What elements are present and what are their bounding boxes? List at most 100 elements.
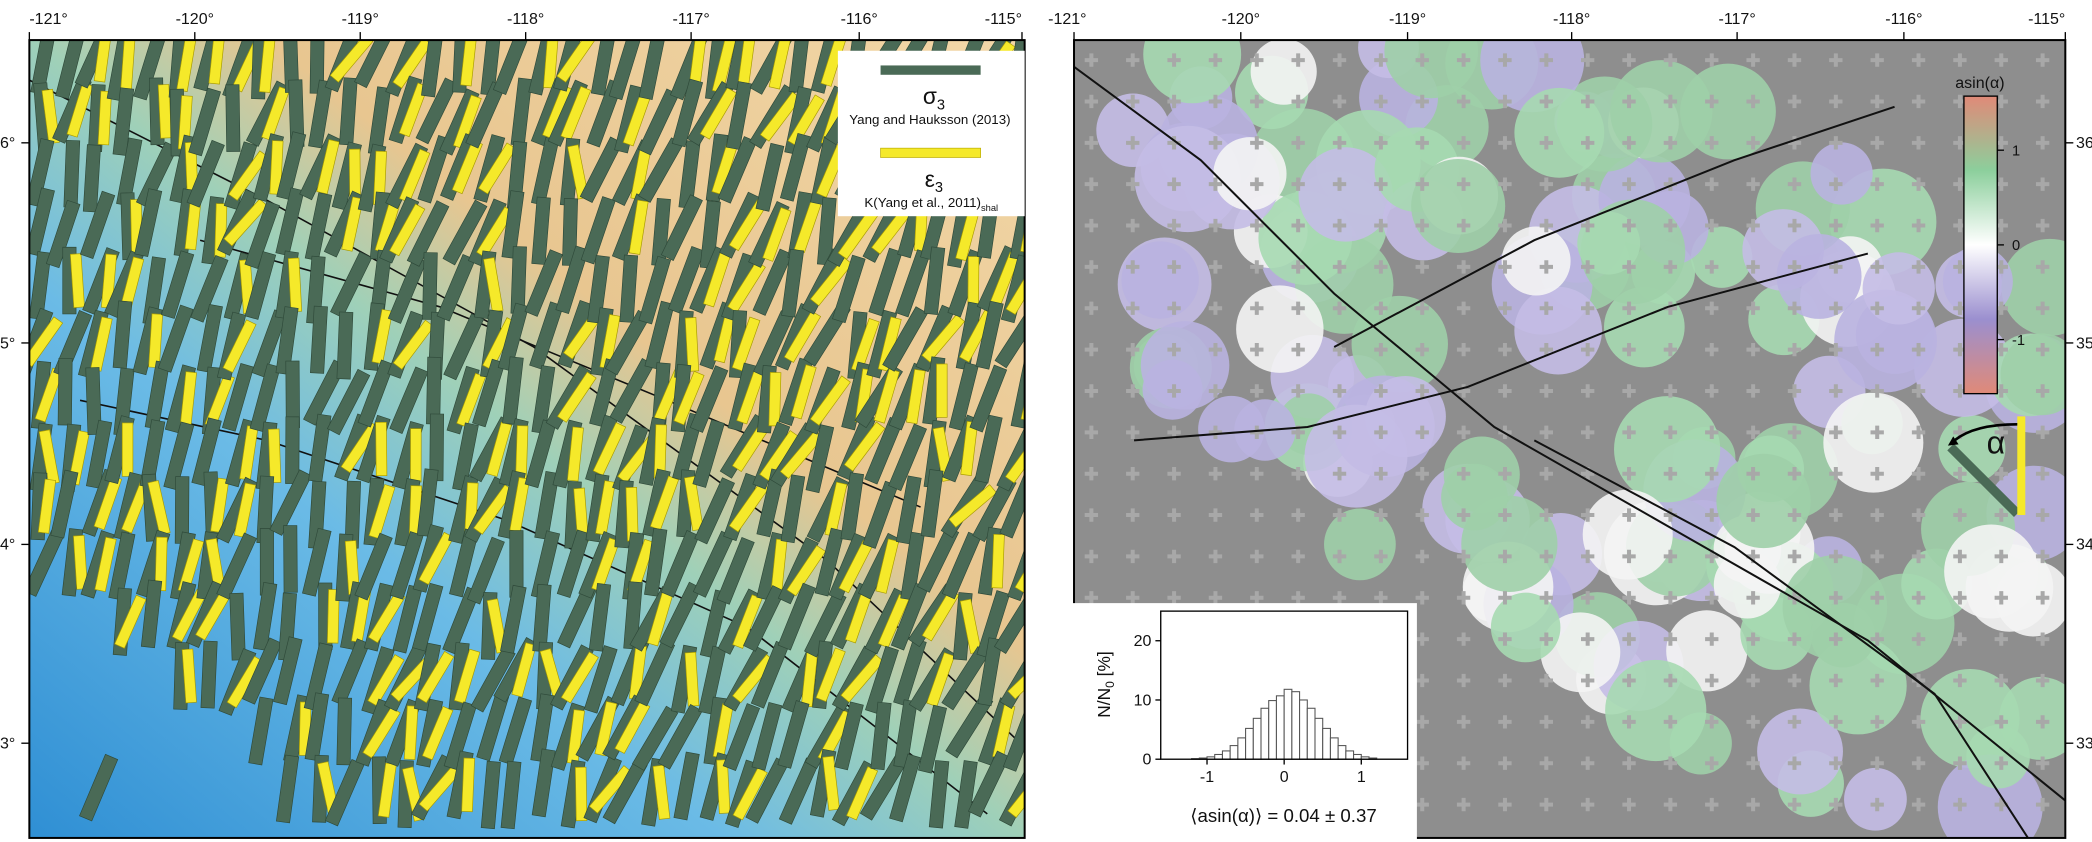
bar bbox=[1269, 701, 1277, 760]
colorbar-tick-label: 1 bbox=[2012, 144, 2020, 160]
sigma-stick bbox=[226, 85, 240, 152]
patch bbox=[1198, 396, 1264, 462]
bar bbox=[1346, 751, 1354, 759]
epsilon-stick bbox=[516, 426, 528, 480]
bar bbox=[1292, 692, 1300, 760]
sigma-stick bbox=[286, 417, 300, 484]
x-tick-label: -1 bbox=[1200, 769, 1214, 786]
lat-label: 34 bbox=[2076, 537, 2092, 554]
epsilon-stick bbox=[376, 422, 387, 475]
colorbar-tick-label: 0 bbox=[2012, 238, 2020, 254]
patch bbox=[1441, 464, 1508, 531]
y-tick-label: 0 bbox=[1142, 752, 1151, 769]
lon-label: -115° bbox=[985, 11, 1022, 28]
figure: σ3 Yang and Hauksson (2013) ε3 K(Yang et… bbox=[0, 0, 2092, 842]
legend: σ3 Yang and Hauksson (2013) ε3 K(Yang et… bbox=[838, 51, 1025, 216]
sigma-stick bbox=[201, 641, 217, 708]
lon-label: -121° bbox=[29, 11, 67, 28]
lon-label: -116° bbox=[1885, 11, 1922, 28]
sigma-stick bbox=[423, 253, 438, 320]
lat-label: 35 bbox=[2076, 335, 2092, 352]
histogram-inset: N/N0 [%] ⟨asin(α)⟩ = 0.04 ± 0.37 -101010… bbox=[1071, 603, 1417, 842]
lat-label: 36 bbox=[2076, 135, 2092, 152]
y-tick-label: 10 bbox=[1134, 692, 1152, 709]
patch bbox=[1514, 287, 1602, 375]
patch bbox=[1213, 137, 1286, 210]
patch bbox=[1614, 396, 1720, 502]
right-map: asin(α) -101 α N/N0 [%] ⟨asin(α)⟩ = 0.04… bbox=[1071, 5, 2092, 842]
patch bbox=[1411, 159, 1505, 253]
lat-label: 4° bbox=[0, 537, 15, 554]
bar bbox=[1276, 696, 1284, 759]
lat-label: 3° bbox=[0, 736, 15, 753]
lon-label: -120° bbox=[176, 11, 214, 28]
patch bbox=[1324, 509, 1396, 581]
bar bbox=[1338, 746, 1346, 760]
x-tick-label: 0 bbox=[1280, 769, 1289, 786]
patch bbox=[1810, 142, 1872, 204]
patch bbox=[1305, 405, 1408, 508]
bar bbox=[1323, 728, 1331, 759]
x-tick-label: 1 bbox=[1357, 769, 1366, 786]
sigma-stick bbox=[64, 140, 80, 207]
patch bbox=[1605, 660, 1706, 761]
colorbar-tick-label: -1 bbox=[2012, 333, 2025, 349]
lon-label: -117° bbox=[672, 11, 709, 28]
lon-label: -119° bbox=[342, 11, 379, 28]
lon-label: -117° bbox=[1718, 11, 1755, 28]
bar bbox=[1315, 718, 1323, 759]
legend-swatch bbox=[881, 148, 981, 157]
bar bbox=[1222, 751, 1230, 759]
bar bbox=[1330, 738, 1338, 759]
legend-swatch bbox=[881, 65, 981, 74]
epsilon-stick bbox=[462, 758, 475, 812]
bar bbox=[1307, 708, 1315, 759]
bar bbox=[1215, 754, 1223, 759]
lon-label: -116° bbox=[841, 11, 878, 28]
bar bbox=[1354, 754, 1362, 759]
patch bbox=[1236, 285, 1323, 372]
epsilon-stick bbox=[936, 364, 947, 417]
lon-label: -120° bbox=[1222, 11, 1260, 28]
colorbar-ramp bbox=[1964, 96, 1997, 394]
patch bbox=[1777, 234, 1862, 319]
patch bbox=[1251, 39, 1317, 105]
bar bbox=[1300, 700, 1308, 759]
epsilon-stick bbox=[268, 429, 281, 483]
sigma-stick bbox=[337, 312, 353, 379]
legend-label: Yang and Hauksson (2013) bbox=[849, 112, 1010, 127]
bar bbox=[1246, 728, 1254, 759]
sigma-stick bbox=[511, 246, 527, 313]
sigma-stick bbox=[284, 526, 298, 593]
sigma-stick bbox=[337, 698, 352, 765]
lon-label: -118° bbox=[507, 11, 544, 28]
annotation: ⟨asin(α)⟩ = 0.04 ± 0.37 bbox=[1190, 805, 1376, 826]
patch bbox=[1491, 593, 1561, 663]
left-map: σ3 Yang and Hauksson (2013) ε3 K(Yang et… bbox=[17, 22, 1054, 838]
lon-label: -118° bbox=[1553, 11, 1590, 28]
y-tick-label: 20 bbox=[1134, 633, 1152, 650]
patch bbox=[1823, 393, 1923, 493]
lon-label: -115° bbox=[2028, 11, 2065, 28]
epsilon-stick bbox=[992, 534, 1005, 588]
epsilon-stick bbox=[122, 423, 133, 476]
patch bbox=[1863, 252, 1935, 324]
alpha-symbol: α bbox=[1987, 425, 2006, 461]
epsilon-stick bbox=[769, 372, 781, 426]
lon-label: -119° bbox=[1389, 11, 1426, 28]
lat-label: 5° bbox=[0, 335, 15, 352]
bar bbox=[1253, 718, 1261, 759]
patch bbox=[1716, 454, 1810, 548]
colorbar-label: asin(α) bbox=[1955, 75, 2004, 92]
epsilon-stick bbox=[575, 767, 587, 821]
patch bbox=[1502, 226, 1571, 295]
lat-label: 33 bbox=[2076, 736, 2092, 753]
bar bbox=[1238, 738, 1246, 759]
lon-label: -121° bbox=[1048, 11, 1086, 28]
epsilon-stick bbox=[410, 429, 421, 482]
bar bbox=[1230, 746, 1238, 760]
patch bbox=[1680, 64, 1776, 160]
lat-label: 6° bbox=[0, 135, 15, 152]
bar bbox=[1284, 689, 1292, 759]
bar bbox=[1261, 708, 1269, 759]
